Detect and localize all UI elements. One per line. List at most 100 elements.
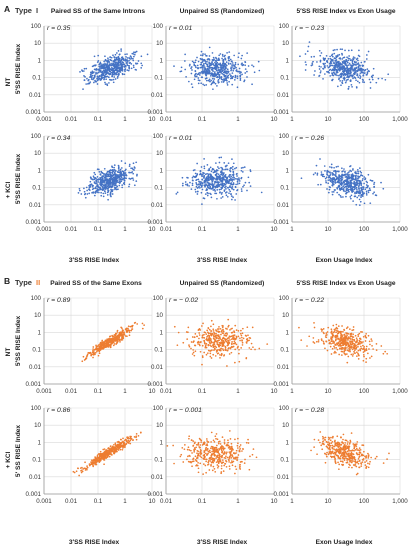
data-point: [234, 199, 236, 201]
data-point: [341, 167, 343, 170]
data-point: [355, 337, 358, 340]
data-point: [197, 79, 200, 82]
data-point: [343, 181, 346, 184]
data-point: [222, 168, 224, 171]
data-point: [104, 55, 106, 58]
data-point: [190, 83, 193, 85]
data-point: [118, 53, 121, 56]
data-point: [123, 331, 125, 334]
data-point: [86, 193, 89, 195]
data-point: [202, 336, 204, 339]
data-point: [83, 187, 85, 190]
data-point: [330, 340, 333, 343]
data-point: [219, 191, 221, 194]
data-point: [239, 337, 241, 340]
data-point: [341, 178, 344, 181]
data-point: [199, 180, 202, 183]
data-point: [103, 451, 106, 453]
data-point: [239, 339, 241, 342]
data-point: [200, 184, 203, 187]
data-point: [367, 191, 370, 194]
data-point: [112, 54, 114, 57]
data-point: [99, 62, 102, 65]
y-tick-label: 100: [31, 133, 42, 140]
y-axis-label: 5′ SS RISE Index: [15, 425, 22, 477]
data-point: [340, 177, 342, 180]
data-point: [114, 78, 117, 80]
data-point: [323, 65, 326, 67]
data-point: [342, 170, 344, 172]
data-point: [123, 176, 125, 178]
data-point: [231, 62, 234, 64]
data-point: [345, 191, 348, 194]
data-point: [348, 173, 350, 176]
data-point: [326, 65, 329, 67]
data-point: [205, 342, 208, 345]
data-point: [103, 463, 105, 466]
data-point: [240, 167, 243, 169]
data-point: [210, 196, 213, 199]
data-point: [208, 178, 210, 181]
data-point: [112, 188, 114, 191]
data-point: [348, 55, 350, 57]
data-point: [213, 72, 216, 75]
data-point: [110, 64, 113, 67]
data-point: [99, 79, 102, 81]
y-tick-label: 0.1: [154, 185, 163, 192]
data-point: [205, 446, 208, 449]
data-point: [208, 336, 211, 338]
data-point: [231, 186, 234, 188]
data-point: [363, 72, 365, 75]
data-point: [198, 185, 200, 188]
data-point: [225, 64, 228, 67]
y-axis-label: 5′SS RISE Index: [15, 316, 22, 367]
data-point: [326, 188, 328, 190]
data-point: [106, 171, 109, 173]
data-point: [118, 444, 121, 446]
data-point: [221, 450, 224, 453]
data-point: [194, 188, 197, 191]
data-point: [326, 331, 329, 333]
data-point: [234, 177, 237, 180]
data-point: [129, 439, 132, 442]
data-point: [335, 59, 338, 61]
data-point: [375, 349, 378, 351]
data-point: [213, 343, 216, 345]
data-point: [227, 347, 230, 349]
data-point: [357, 358, 360, 360]
data-point: [316, 172, 319, 175]
data-point: [208, 79, 210, 82]
data-point: [125, 177, 128, 180]
data-point: [339, 342, 342, 345]
data-point: [102, 185, 105, 187]
data-point: [231, 83, 234, 86]
data-point: [201, 181, 203, 184]
data-point: [113, 335, 115, 338]
data-point: [355, 186, 358, 189]
data-point: [111, 181, 114, 184]
data-point: [330, 353, 333, 355]
data-point: [354, 172, 357, 175]
x-tick-label: 0.1: [94, 498, 103, 505]
data-point: [232, 173, 234, 176]
data-point: [97, 54, 100, 57]
data-point: [88, 192, 91, 195]
data-point: [363, 202, 366, 205]
data-point: [197, 73, 200, 75]
data-point: [225, 182, 228, 184]
data-point: [349, 346, 352, 349]
data-point: [355, 86, 358, 88]
data-point: [113, 173, 116, 176]
data-point: [332, 342, 334, 344]
data-point: [300, 339, 303, 341]
data-point: [346, 71, 348, 74]
data-point: [341, 339, 343, 342]
data-point: [206, 63, 209, 66]
data-point: [338, 188, 341, 191]
data-point: [115, 61, 118, 64]
data-point: [214, 334, 217, 337]
data-point: [252, 448, 255, 450]
data-point: [355, 177, 357, 180]
